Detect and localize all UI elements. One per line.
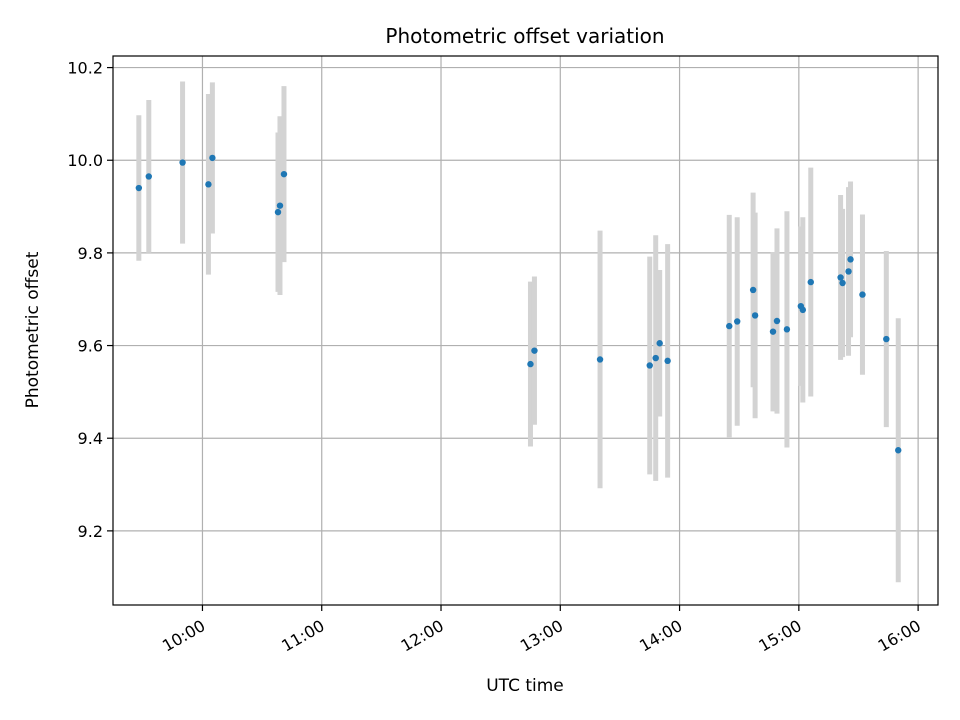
data-point bbox=[646, 362, 653, 369]
data-point bbox=[656, 340, 663, 347]
y-tick-label: 9.6 bbox=[78, 337, 103, 356]
data-point bbox=[783, 326, 791, 333]
data-point bbox=[847, 256, 854, 263]
y-axis-label: Photometric offset bbox=[23, 251, 43, 408]
data-point bbox=[274, 208, 282, 216]
y-tick-label: 10.0 bbox=[67, 151, 103, 170]
data-point bbox=[664, 357, 671, 365]
y-tick-label: 10.2 bbox=[67, 59, 103, 78]
y-tick-label: 9.2 bbox=[78, 522, 103, 541]
data-point bbox=[749, 286, 757, 294]
data-point bbox=[769, 328, 777, 335]
data-points bbox=[135, 154, 902, 454]
data-point bbox=[839, 279, 846, 287]
data-point bbox=[859, 291, 866, 298]
data-point bbox=[726, 322, 733, 330]
chart-title: Photometric offset variation bbox=[385, 24, 664, 48]
data-point bbox=[773, 317, 781, 325]
data-point bbox=[837, 274, 844, 281]
plot-frame bbox=[112, 55, 939, 606]
data-point bbox=[596, 356, 604, 363]
data-point bbox=[895, 447, 902, 454]
data-point bbox=[883, 335, 890, 343]
data-point bbox=[179, 159, 186, 166]
data-point bbox=[209, 154, 216, 162]
data-point bbox=[280, 170, 288, 178]
data-point bbox=[135, 184, 143, 192]
data-point bbox=[652, 354, 659, 362]
data-point bbox=[807, 278, 814, 286]
data-point bbox=[531, 347, 538, 354]
data-point bbox=[205, 181, 212, 188]
data-point bbox=[799, 306, 807, 314]
data-point bbox=[734, 318, 741, 325]
y-tick-label: 9.8 bbox=[78, 244, 103, 263]
data-point bbox=[751, 312, 759, 319]
x-axis-label: UTC time bbox=[486, 676, 564, 696]
data-point bbox=[527, 360, 534, 368]
data-point bbox=[845, 268, 852, 275]
data-point bbox=[145, 173, 152, 180]
y-axis-ticks: 9.2 9.4 9.6 9.8 10.0 10.2 bbox=[67, 59, 113, 541]
data-point bbox=[276, 202, 284, 209]
y-tick-label: 9.4 bbox=[78, 429, 103, 448]
